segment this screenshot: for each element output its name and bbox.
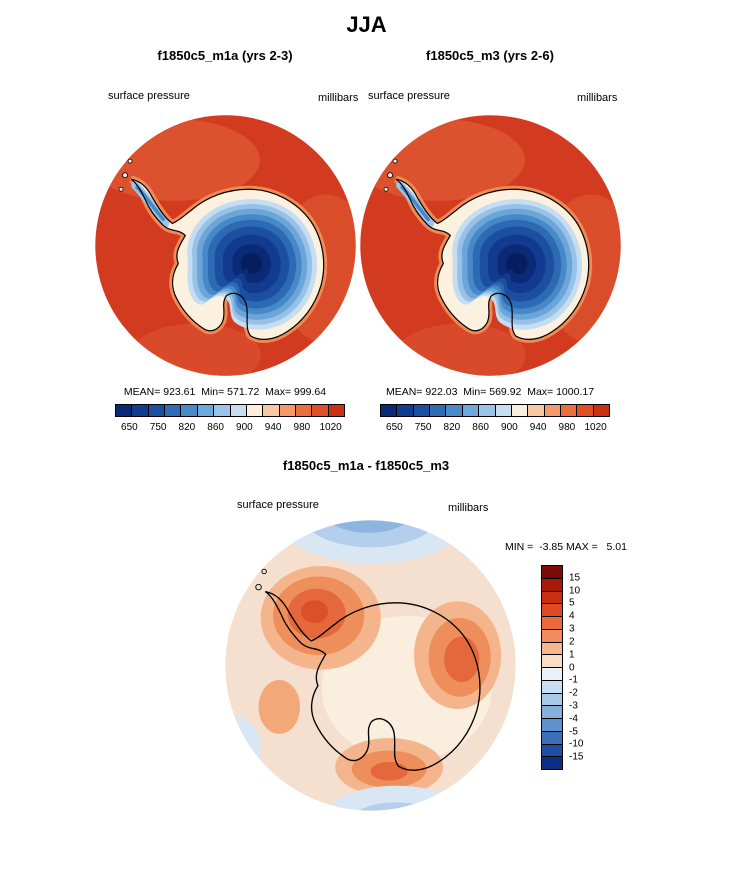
colorbar-case1: 650 750 820 860 900 940 980 1020 <box>115 404 345 435</box>
page-title: JJA <box>346 12 387 37</box>
colorbar-tick: 0 <box>569 662 575 673</box>
colorbar-diff: 15 10 5 4 3 2 1 0 -1 -2 -3 -4 -5 -10 -15 <box>541 565 583 770</box>
colorbar-tick: 940 <box>264 422 282 433</box>
difference-map <box>215 510 526 821</box>
colorbar-tick: -10 <box>569 738 584 750</box>
colorbar-tick: 4 <box>569 610 575 622</box>
colorbar-tick-labels: 15 10 5 4 3 2 1 0 -1 -2 -3 -4 -5 -10 -15 <box>569 565 605 770</box>
colorbar-tick: 900 <box>501 422 518 433</box>
colorbar-tick: 980 <box>293 422 311 433</box>
pressure-map-case2 <box>351 106 630 385</box>
colorbar-tick: 3 <box>569 623 575 635</box>
diff-title: f1850c5_m1a - f1850c5_m3 <box>282 458 450 473</box>
colorbar-tick: 1020 <box>319 422 342 433</box>
colorbar-tick: 820 <box>178 422 196 433</box>
colorbar-segments <box>541 565 563 770</box>
colorbar-segments <box>380 404 610 417</box>
colorbar-tick-labels: 650 750 820 860 900 940 980 1020 <box>380 417 610 435</box>
colorbar-tick: 750 <box>149 422 167 433</box>
colorbar-tick: 15 <box>569 572 581 584</box>
stats-case2: MEAN= 922.03 Min= 569.92 Max= 1000.17 <box>385 386 595 398</box>
stats-case1: MEAN= 923.61 Min= 571.72 Max= 999.64 <box>123 386 327 398</box>
colorbar-tick: 940 <box>529 422 547 433</box>
colorbar-tick-labels: 650 750 820 860 900 940 980 1020 <box>115 417 345 435</box>
colorbar-tick: -5 <box>569 726 578 738</box>
colorbar-tick: 2 <box>569 636 575 648</box>
colorbar-tick: 650 <box>121 422 138 433</box>
field-label-case1: surface pressure <box>108 90 190 102</box>
colorbar-tick: -15 <box>569 751 584 763</box>
units-label-case1: millibars <box>318 92 359 104</box>
colorbar-tick: 5 <box>569 597 575 609</box>
units-label-diff: millibars <box>448 502 489 514</box>
colorbar-tick: 860 <box>472 422 489 433</box>
colorbar-tick: 980 <box>558 422 576 433</box>
colorbar-tick: -4 <box>569 713 578 725</box>
colorbar-tick: -2 <box>569 687 578 699</box>
colorbar-tick: -1 <box>569 674 578 686</box>
colorbar-tick: 860 <box>207 422 224 433</box>
colorbar-tick: -3 <box>569 700 578 712</box>
stats-diff: MIN = -3.85 MAX = 5.01 <box>505 541 627 553</box>
pressure-map-case1 <box>86 106 365 385</box>
colorbar-tick: 1 <box>569 649 575 661</box>
colorbar-segments <box>115 404 345 417</box>
units-label-case2: millibars <box>577 92 618 104</box>
colorbar-tick: 10 <box>569 585 581 597</box>
colorbar-tick: 750 <box>414 422 432 433</box>
panel-title-case2: f1850c5_m3 (yrs 2-6) <box>426 48 554 63</box>
colorbar-case2: 650 750 820 860 900 940 980 1020 <box>380 404 610 435</box>
field-label-diff: surface pressure <box>237 499 319 511</box>
panel-title-case1: f1850c5_m1a (yrs 2-3) <box>157 48 293 63</box>
field-label-case2: surface pressure <box>368 90 450 102</box>
colorbar-tick: 820 <box>443 422 461 433</box>
colorbar-tick: 900 <box>236 422 253 433</box>
colorbar-tick: 1020 <box>584 422 607 433</box>
colorbar-tick: 650 <box>386 422 403 433</box>
